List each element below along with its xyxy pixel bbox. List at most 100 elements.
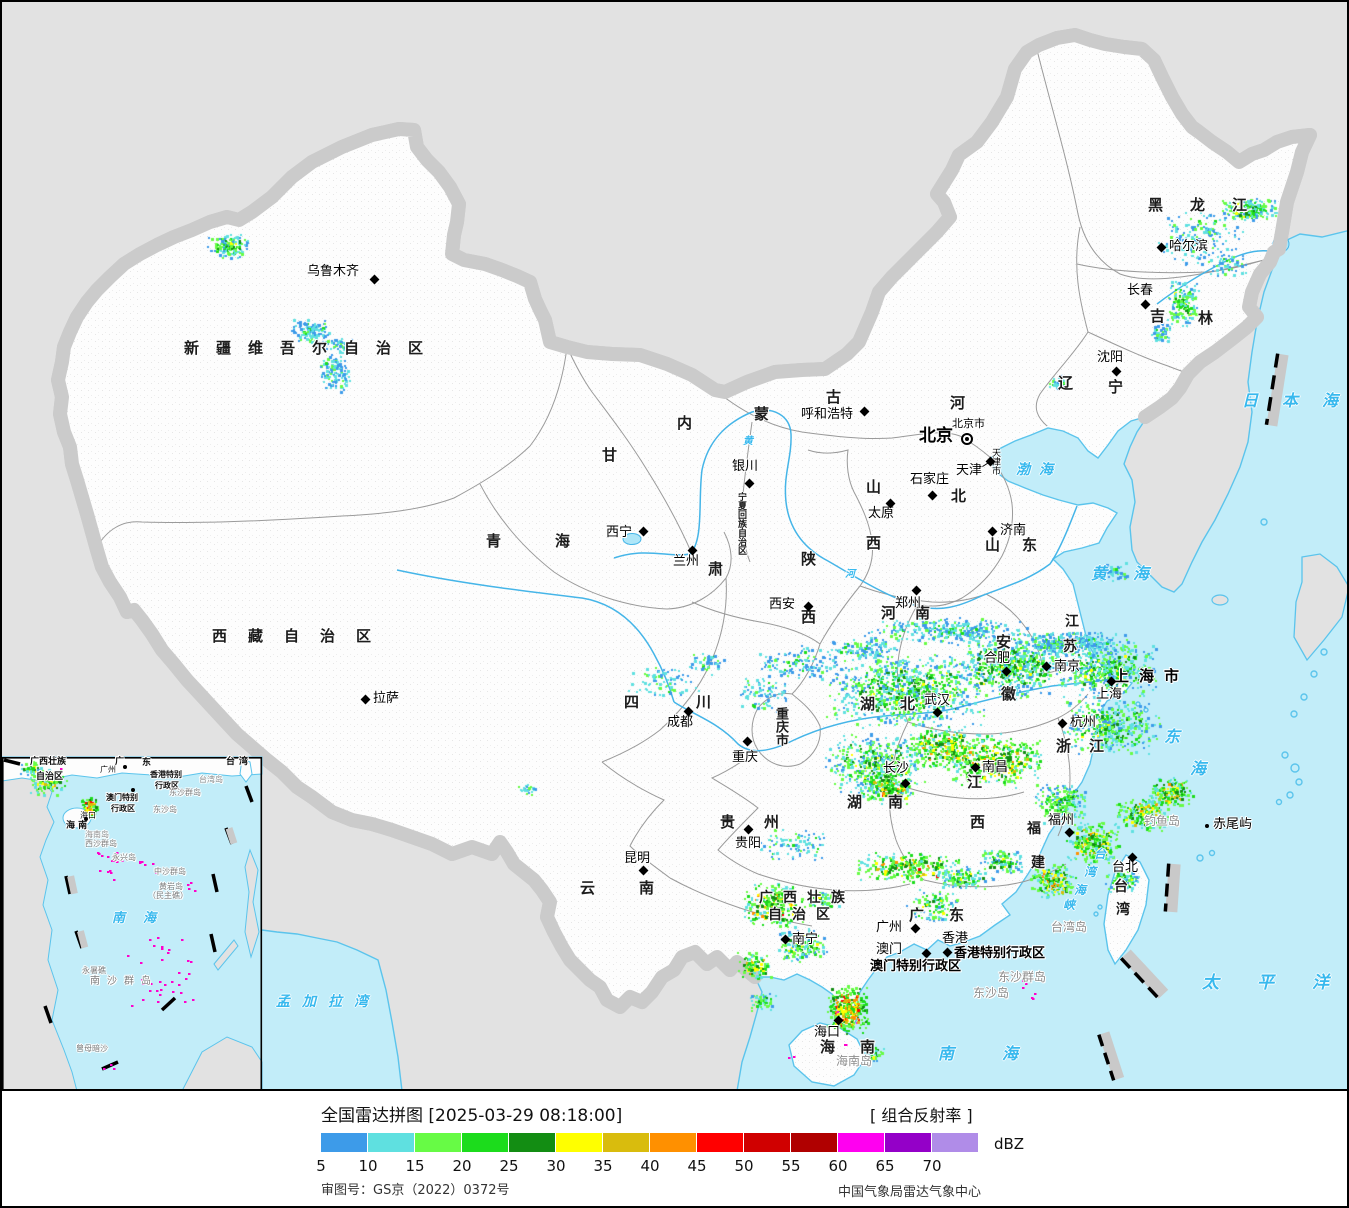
map-label: 贵州 bbox=[720, 813, 809, 831]
map-label: 台 bbox=[1094, 847, 1107, 861]
map-label: 湖南 bbox=[847, 793, 930, 811]
map-label: 林 bbox=[1198, 309, 1214, 327]
map-label: 建 bbox=[1031, 855, 1045, 871]
scale-segment-70 bbox=[932, 1133, 978, 1152]
map-label: 上海 bbox=[1096, 687, 1123, 702]
map-label: 长春 bbox=[1127, 283, 1154, 298]
map-label: 香港特别 bbox=[150, 770, 182, 779]
map-labels-layer: 黑龙江吉 林辽 宁 新疆维吾尔自治区内 蒙 古甘肃 青海 西藏自治区 四川 重庆市 贵州 云南 湖北 湖南… bbox=[2, 2, 1347, 1089]
map-label: 台 bbox=[1114, 879, 1128, 895]
map-label: 东 bbox=[142, 758, 152, 768]
map-label: 海口 bbox=[814, 1025, 841, 1040]
scale-tick: 65 bbox=[875, 1157, 895, 1175]
map-label: 黑龙江 bbox=[1148, 196, 1275, 214]
city-marker bbox=[970, 762, 981, 773]
agency-name: 中国气象局雷达气象中心 bbox=[838, 1185, 982, 1200]
map-label: 河 bbox=[950, 394, 966, 412]
map-label: 东沙群岛 bbox=[998, 970, 1047, 984]
map-label: 太平洋 bbox=[1202, 973, 1329, 993]
small-dot-marker bbox=[123, 765, 127, 769]
map-label: 山 bbox=[866, 478, 882, 496]
map-label: 台湾岛 bbox=[199, 775, 223, 784]
map-label: 呼和浩特 bbox=[801, 407, 854, 422]
map-label: 哈尔滨 bbox=[1169, 239, 1209, 254]
map-label: 拉萨 bbox=[373, 691, 400, 706]
map-label: 青海 bbox=[486, 532, 625, 550]
map-label: 重庆市 bbox=[773, 707, 788, 746]
city-marker bbox=[911, 585, 922, 596]
scale-segment-10 bbox=[368, 1133, 414, 1152]
map-label: 蒙 bbox=[754, 405, 770, 423]
city-marker bbox=[369, 274, 380, 285]
map-label: 黄海 bbox=[1091, 564, 1176, 583]
map-label: 海 bbox=[1002, 1044, 1019, 1063]
map-label: 苏 bbox=[1063, 639, 1077, 655]
map-label: 海 bbox=[1074, 883, 1087, 897]
map-label: 日本海 bbox=[1242, 391, 1338, 410]
map-label: 辽 bbox=[1058, 374, 1074, 392]
map-label: 上海市 bbox=[1114, 667, 1190, 685]
scale-tick: 15 bbox=[405, 1157, 425, 1175]
map-label: 广西壮族 bbox=[759, 890, 855, 906]
city-marker bbox=[360, 694, 371, 705]
city-marker bbox=[859, 406, 870, 417]
map-label: 天津 bbox=[956, 463, 983, 478]
map-label: 太原 bbox=[868, 506, 895, 521]
scale-segment-45 bbox=[697, 1133, 743, 1152]
map-label: 济南 bbox=[1000, 523, 1027, 538]
map-label: 河 bbox=[845, 569, 855, 580]
scale-tick: 20 bbox=[452, 1157, 472, 1175]
city-marker bbox=[910, 923, 921, 934]
map-label: 中沙群岛 bbox=[154, 867, 186, 876]
map-label: 沈阳 bbox=[1097, 350, 1124, 365]
map-label: 东 bbox=[1164, 727, 1181, 746]
map-label: 西安 bbox=[769, 597, 796, 612]
map-approval-number: 审图号：GS京（2022）0372号 bbox=[321, 1183, 510, 1198]
map-label: 渤海 bbox=[1016, 462, 1062, 478]
map-label: 南昌 bbox=[982, 760, 1009, 775]
city-marker bbox=[900, 778, 911, 789]
scale-segment-30 bbox=[556, 1133, 602, 1152]
map-label: 广州 bbox=[100, 765, 116, 774]
map-label: 武汉 bbox=[924, 693, 951, 708]
scale-tick: 40 bbox=[640, 1157, 660, 1175]
map-label: 兰州 bbox=[673, 554, 700, 569]
map-label: （民主礁） bbox=[148, 891, 188, 900]
scale-segment-50 bbox=[744, 1133, 790, 1152]
scale-segment-40 bbox=[650, 1133, 696, 1152]
map-label: 内 bbox=[677, 414, 693, 432]
map-label: 石家庄 bbox=[910, 472, 950, 487]
map-label: 黄岩岛 bbox=[159, 882, 183, 891]
map-label: 湖北 bbox=[860, 695, 941, 713]
city-marker bbox=[742, 736, 753, 747]
map-label: 行政区 bbox=[111, 804, 135, 813]
map-label: 赤尾屿 bbox=[1213, 817, 1253, 832]
map-label: 昆明 bbox=[624, 851, 651, 866]
radar-map: 黑龙江吉 林辽 宁 新疆维吾尔自治区内 蒙 古甘肃 青海 西藏自治区 四川 重庆市 贵州 云南 湖北 湖南… bbox=[2, 2, 1347, 1091]
scale-tick: 10 bbox=[358, 1157, 378, 1175]
city-marker bbox=[942, 947, 953, 958]
mosaic-title: 全国雷达拼图 [2025-03-29 08:18:00] bbox=[321, 1106, 623, 1126]
scale-tick: 25 bbox=[499, 1157, 519, 1175]
city-marker bbox=[638, 526, 649, 537]
map-label: 长沙 bbox=[883, 761, 910, 776]
scale-tick: 35 bbox=[593, 1157, 613, 1175]
unit-label: dBZ bbox=[994, 1135, 1025, 1153]
map-label: 永暑礁 bbox=[82, 966, 106, 975]
scale-tick: 30 bbox=[546, 1157, 566, 1175]
map-label: 福州 bbox=[1048, 813, 1075, 828]
small-dot-marker bbox=[84, 817, 88, 821]
scale-tick: 5 bbox=[316, 1157, 326, 1175]
map-label: 台湾岛 bbox=[1051, 920, 1088, 934]
color-scale-bar bbox=[321, 1133, 979, 1152]
city-marker bbox=[638, 865, 649, 876]
map-label: 澳门 bbox=[876, 942, 903, 957]
radar-echo-layer bbox=[2, 2, 1347, 1089]
map-label: 黄 bbox=[743, 436, 753, 447]
map-label: 西 bbox=[801, 608, 817, 626]
city-marker bbox=[1156, 242, 1167, 253]
map-label: 云南 bbox=[580, 879, 699, 897]
map-label: 成都 bbox=[667, 715, 694, 730]
map-label: 西藏自治区 bbox=[212, 627, 393, 645]
scale-segment-60 bbox=[838, 1133, 884, 1152]
